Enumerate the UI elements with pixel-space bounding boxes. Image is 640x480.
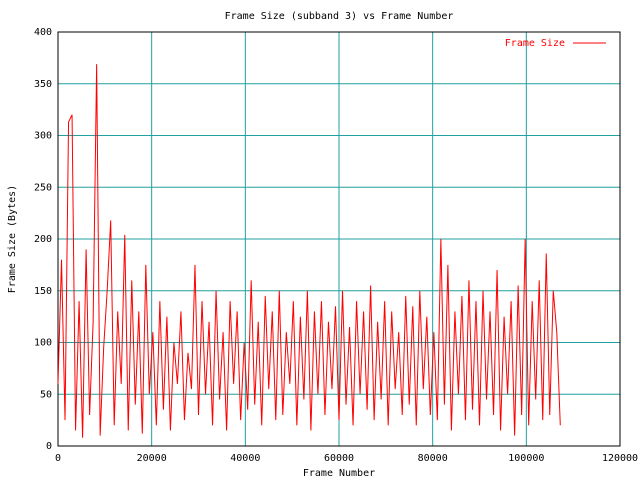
x-tick-label: 60000 — [324, 453, 354, 464]
x-tick-label: 120000 — [602, 453, 638, 464]
y-tick-label: 250 — [34, 182, 52, 193]
data-line — [57, 64, 561, 438]
y-tick-label: 200 — [34, 234, 52, 245]
x-tick-label: 0 — [55, 453, 61, 464]
y-tick-label: 50 — [40, 389, 52, 400]
y-tick-label: 300 — [34, 131, 52, 142]
plot-border — [57, 31, 621, 447]
x-tick-label: 80000 — [418, 453, 448, 464]
x-tick-label: 100000 — [508, 453, 544, 464]
y-tick-label: 400 — [34, 27, 52, 38]
y-tick-label: 150 — [34, 286, 52, 297]
y-axis-label: Frame Size (Bytes) — [7, 185, 18, 293]
y-tick-label: 100 — [34, 338, 52, 349]
x-tick-label: 40000 — [230, 453, 260, 464]
y-tick-label: 350 — [34, 79, 52, 90]
y-tick-label: 0 — [46, 441, 52, 452]
x-axis-label: Frame Number — [303, 468, 375, 479]
x-tick-label: 20000 — [137, 453, 167, 464]
legend-label: Frame Size — [505, 38, 565, 49]
chart-title: Frame Size (subband 3) vs Frame Number — [225, 11, 454, 22]
